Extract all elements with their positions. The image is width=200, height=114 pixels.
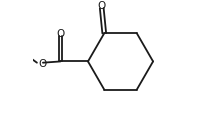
Text: O: O [38,58,46,68]
Text: O: O [97,1,105,11]
Text: O: O [56,29,64,39]
